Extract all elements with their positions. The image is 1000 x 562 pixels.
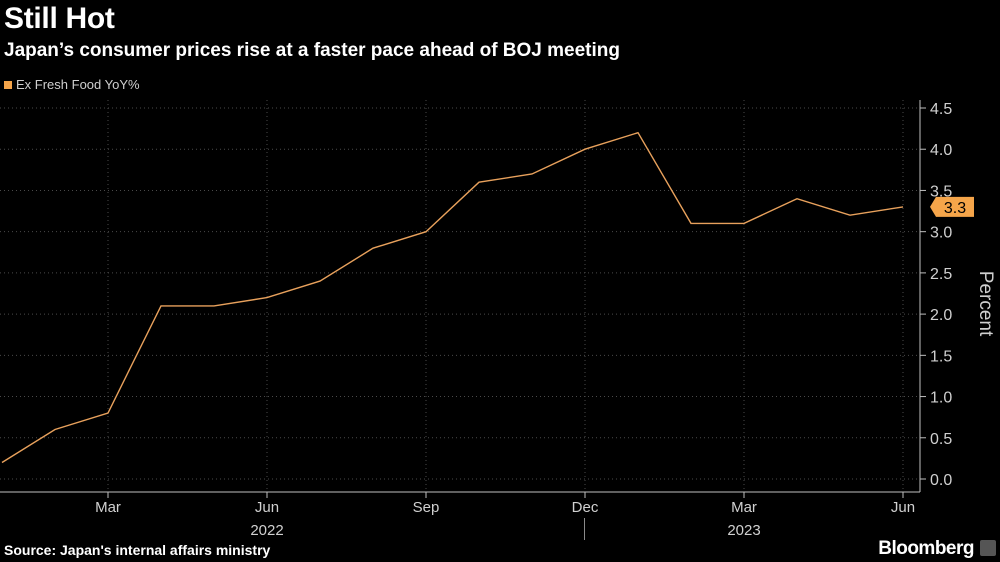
y-tick-label: 1.0 <box>930 390 952 407</box>
axes: 0.0 0.5 1.0 1.5 2.0 2.5 3.0 3.5 4.0 4.5 Mar Jun Sep D… <box>0 100 996 540</box>
bloomberg-logo: Bloomberg <box>878 538 974 559</box>
x-tick-label: Mar <box>731 499 757 516</box>
y-tick-label: 1.5 <box>930 348 952 365</box>
last-value-badge <box>930 196 974 217</box>
x-tick-label: Dec <box>572 499 599 516</box>
y-tick-label: 3.5 <box>930 183 952 200</box>
y-tick-label: 3.0 <box>930 225 952 242</box>
chart-subtitle: Japan’s consumer prices rise at a faster… <box>4 40 620 61</box>
chart-title: Still Hot <box>4 2 115 35</box>
series <box>1 131 904 464</box>
series-line <box>1 131 904 464</box>
labels: 3.3 <box>930 196 974 217</box>
legend-label: Ex Fresh Food YoY% <box>16 77 140 92</box>
x-tick-label: Sep <box>413 499 440 516</box>
legend-swatch <box>4 80 12 89</box>
y-tick-label: 2.0 <box>930 307 952 324</box>
x-tick-label: Jun <box>255 499 279 516</box>
y-tick-label: 2.5 <box>930 266 952 283</box>
last-value-label: 3.3 <box>944 200 966 217</box>
y-tick-label: 0.0 <box>930 472 952 489</box>
year-label: 2022 <box>250 522 283 539</box>
legend: Ex Fresh Food YoY% <box>4 77 140 92</box>
grid <box>0 100 920 492</box>
y-axis-title: Percent <box>975 271 996 337</box>
year-label: 2023 <box>727 522 760 539</box>
y-tick-label: 0.5 <box>930 431 952 448</box>
x-tick-label: Mar <box>95 499 121 516</box>
source-note: Source: Japan's internal affairs ministr… <box>4 542 271 558</box>
bloomberg-chart-icon <box>980 540 996 556</box>
y-tick-label: 4.5 <box>930 101 952 118</box>
x-tick-label: Jun <box>891 499 915 516</box>
y-tick-label: 4.0 <box>930 142 952 159</box>
